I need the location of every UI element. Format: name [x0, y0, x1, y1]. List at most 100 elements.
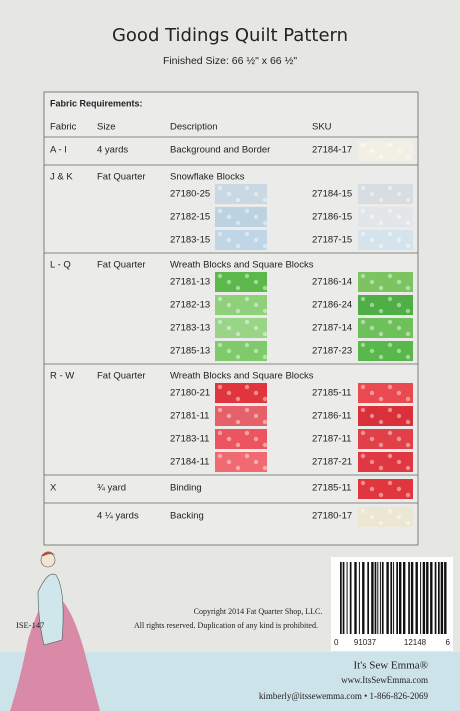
- fabric-size: Fat Quarter: [97, 172, 146, 183]
- swatch-pattern: [360, 384, 366, 390]
- barcode-bar: [371, 562, 374, 634]
- swatch-pattern: [405, 197, 411, 203]
- swatch-pattern: [217, 273, 223, 279]
- swatch-pattern: [253, 436, 259, 442]
- sku: 27180-25: [170, 189, 210, 200]
- barcode-bar: [354, 562, 357, 634]
- fabric-swatch: [358, 272, 413, 292]
- sku: 27186-24: [312, 300, 352, 311]
- swatch-pattern: [369, 325, 375, 331]
- sku: 27186-15: [312, 212, 352, 223]
- swatch-pattern: [387, 407, 393, 413]
- swatch-pattern: [369, 486, 375, 492]
- swatch-pattern: [226, 436, 232, 442]
- swatch-pattern: [387, 319, 393, 325]
- column-header: Fabric: [50, 122, 77, 133]
- swatch-pattern: [396, 413, 402, 419]
- sku: 27184-11: [170, 457, 209, 468]
- illustration: [10, 551, 100, 711]
- swatch-pattern: [262, 396, 268, 402]
- swatch-pattern: [378, 396, 384, 402]
- swatch-pattern: [387, 231, 393, 237]
- swatch-pattern: [369, 191, 375, 197]
- swatch-pattern: [235, 243, 241, 249]
- swatch-pattern: [405, 220, 411, 226]
- fabric-swatch: [215, 429, 267, 449]
- fabric-description: Binding: [170, 483, 202, 494]
- swatch-pattern: [396, 279, 402, 285]
- swatch-pattern: [360, 407, 366, 413]
- fabric-description: Snowflake Blocks: [170, 172, 245, 183]
- barcode-bar: [438, 562, 440, 634]
- title: Good Tidings Quilt Pattern: [112, 25, 348, 46]
- swatch-pattern: [396, 390, 402, 396]
- fabric-swatch: [358, 452, 413, 472]
- barcode-bar: [358, 562, 360, 634]
- fabric-swatch: [215, 383, 267, 403]
- fabric-swatch: [215, 230, 267, 250]
- sku: 27184-17: [312, 145, 352, 156]
- swatch-pattern: [387, 273, 393, 279]
- swatch-pattern: [217, 384, 223, 390]
- sku: 27186-14: [312, 277, 352, 288]
- swatch-pattern: [235, 220, 241, 226]
- column-header: SKU: [312, 122, 332, 133]
- swatch-pattern: [378, 308, 384, 314]
- swatch-pattern: [387, 208, 393, 214]
- swatch-pattern: [405, 154, 411, 160]
- swatch-pattern: [226, 279, 232, 285]
- barcode-bar: [390, 562, 393, 634]
- sku: 27183-11: [170, 434, 209, 445]
- swatch-pattern: [217, 342, 223, 348]
- sku: 27180-17: [312, 511, 352, 522]
- swatch-pattern: [405, 396, 411, 402]
- swatch-pattern: [405, 354, 411, 360]
- swatch-pattern: [235, 354, 241, 360]
- subtitle: Finished Size: 66 ½" x 66 ½": [163, 55, 297, 67]
- swatch-pattern: [405, 243, 411, 249]
- swatch-pattern: [253, 413, 259, 419]
- sku: 27187-21: [312, 457, 352, 468]
- swatch-pattern: [244, 430, 250, 436]
- sku: 27182-15: [170, 212, 210, 223]
- swatch-pattern: [405, 285, 411, 291]
- swatch-pattern: [405, 419, 411, 425]
- swatch-pattern: [369, 237, 375, 243]
- swatch-pattern: [217, 319, 223, 325]
- swatch-pattern: [360, 342, 366, 348]
- product-code: ISE-147: [16, 620, 44, 630]
- fabric-swatch: [358, 184, 413, 204]
- swatch-pattern: [387, 453, 393, 459]
- swatch-pattern: [217, 208, 223, 214]
- swatch-pattern: [226, 325, 232, 331]
- fabric-description: Wreath Blocks and Square Blocks: [170, 260, 314, 271]
- swatch-pattern: [369, 436, 375, 442]
- swatch-pattern: [217, 453, 223, 459]
- contact: kimberly@itssewemma.com • 1-866-826-2069: [259, 691, 429, 701]
- fabric-swatch: [358, 479, 413, 499]
- swatch-pattern: [387, 384, 393, 390]
- barcode-bar: [362, 562, 365, 634]
- barcode-bar: [379, 562, 381, 634]
- swatch-pattern: [253, 237, 259, 243]
- sku: 27187-11: [312, 434, 351, 445]
- swatch-pattern: [360, 453, 366, 459]
- swatch-pattern: [378, 492, 384, 498]
- swatch-pattern: [405, 308, 411, 314]
- swatch-pattern: [387, 480, 393, 486]
- swatch-pattern: [244, 407, 250, 413]
- fabric-swatch: [215, 207, 267, 227]
- fabric-swatch: [358, 383, 413, 403]
- sku: 27187-23: [312, 346, 352, 357]
- swatch-pattern: [378, 197, 384, 203]
- swatch-pattern: [244, 231, 250, 237]
- barcode-bar: [393, 562, 395, 634]
- swatch-pattern: [217, 296, 223, 302]
- fabric-swatch: [215, 406, 267, 426]
- swatch-pattern: [253, 191, 259, 197]
- swatch-pattern: [378, 442, 384, 448]
- swatch-pattern: [235, 465, 241, 471]
- fabric-swatch: [215, 341, 267, 361]
- swatch-pattern: [244, 296, 250, 302]
- barcode-bar: [403, 562, 406, 634]
